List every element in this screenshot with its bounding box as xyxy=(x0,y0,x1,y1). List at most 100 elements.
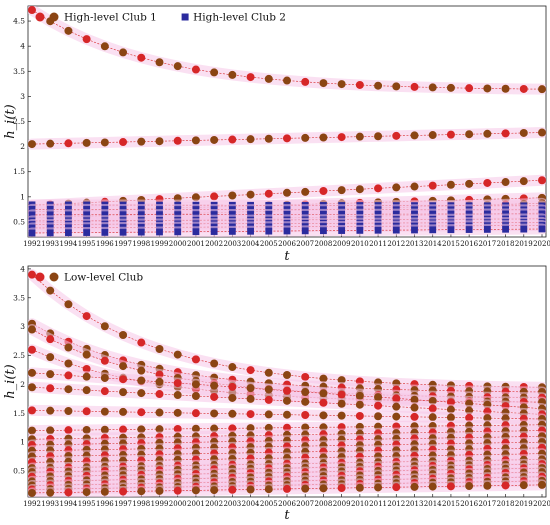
data-point xyxy=(374,483,383,492)
data-point xyxy=(210,486,219,495)
x-tick-label: 2019 xyxy=(515,240,533,248)
data-point xyxy=(265,227,273,235)
data-point xyxy=(374,132,383,141)
x-tick-label: 2016 xyxy=(460,240,478,248)
y-tick-label: 2.5 xyxy=(13,351,25,360)
data-point xyxy=(283,410,291,419)
legend: Low-level Club xyxy=(35,272,143,284)
data-point xyxy=(155,486,164,495)
data-point xyxy=(46,426,55,435)
data-point xyxy=(246,190,255,199)
x-tick-label: 2013 xyxy=(406,500,424,508)
data-point xyxy=(446,413,455,422)
data-point xyxy=(137,408,146,417)
data-point xyxy=(337,411,346,420)
data-point xyxy=(191,193,200,202)
y-tick-label: 4 xyxy=(20,42,25,51)
data-point xyxy=(483,225,491,233)
data-point xyxy=(28,270,36,279)
data-point xyxy=(392,131,401,140)
data-point xyxy=(283,211,291,218)
data-point xyxy=(538,128,546,137)
data-point xyxy=(265,211,273,218)
data-point xyxy=(210,68,219,77)
data-point xyxy=(173,62,182,71)
x-tick-label: 2017 xyxy=(478,500,496,508)
data-point xyxy=(319,79,328,88)
y-tick-label: 2 xyxy=(20,380,25,389)
data-point xyxy=(137,53,146,62)
trajectory-line xyxy=(31,410,543,420)
x-tick-label: 1994 xyxy=(60,240,78,248)
legend-label: High-level Club 2 xyxy=(193,12,286,24)
data-point xyxy=(483,129,492,138)
data-point xyxy=(246,384,255,393)
x-tick-label: 1996 xyxy=(96,240,114,248)
y-tick-label: 0.5 xyxy=(13,467,25,476)
data-point xyxy=(28,426,36,435)
data-point xyxy=(355,411,364,420)
data-point xyxy=(173,136,182,145)
x-tick-label: 2001 xyxy=(187,500,205,508)
data-point xyxy=(319,398,328,407)
data-point xyxy=(283,76,291,85)
data-point xyxy=(428,482,437,491)
x-tick-label: 1997 xyxy=(114,240,132,248)
data-point xyxy=(137,211,145,219)
data-point xyxy=(337,390,346,399)
data-point xyxy=(82,425,91,434)
x-tick-label: 2007 xyxy=(296,240,314,248)
data-point xyxy=(191,355,200,364)
x-tick-label: 2015 xyxy=(442,500,460,508)
data-point xyxy=(210,192,219,201)
data-point xyxy=(100,373,109,382)
data-point xyxy=(519,128,528,137)
data-point xyxy=(319,133,328,142)
data-point xyxy=(246,410,255,419)
data-point xyxy=(82,35,91,44)
data-point xyxy=(174,228,182,236)
data-point xyxy=(46,211,54,219)
data-point xyxy=(82,350,91,359)
data-point xyxy=(100,387,109,396)
data-point xyxy=(191,424,200,433)
x-tick-label: 2009 xyxy=(333,500,351,508)
data-point xyxy=(100,322,109,331)
data-point xyxy=(392,394,401,403)
data-point xyxy=(119,228,127,236)
data-point xyxy=(173,391,182,400)
data-point xyxy=(191,136,200,145)
data-point xyxy=(210,135,219,144)
x-tick-label: 1994 xyxy=(60,500,78,508)
x-tick-label: 2013 xyxy=(406,240,424,248)
data-point xyxy=(501,481,510,490)
data-point xyxy=(446,130,455,139)
data-point xyxy=(519,177,528,186)
x-tick-label: 2003 xyxy=(223,240,241,248)
data-point xyxy=(137,425,146,434)
x-tick-label: 2012 xyxy=(387,500,405,508)
data-point xyxy=(173,350,182,359)
data-point xyxy=(501,129,510,138)
data-point xyxy=(228,228,236,235)
data-point xyxy=(301,411,310,420)
data-point xyxy=(446,482,455,491)
data-point xyxy=(119,388,128,397)
trajectory-line xyxy=(31,453,543,463)
data-point xyxy=(119,362,128,371)
data-point xyxy=(101,229,109,236)
data-point xyxy=(210,424,219,433)
data-point xyxy=(355,80,364,89)
data-point xyxy=(283,396,291,405)
x-tick-label: 2020 xyxy=(533,240,550,248)
data-point xyxy=(28,383,36,392)
y-tick-label: 2.5 xyxy=(13,117,25,126)
data-point xyxy=(483,178,492,187)
y-tick-label: 3 xyxy=(20,92,25,101)
x-tick-label: 1995 xyxy=(78,240,96,248)
data-point xyxy=(428,396,437,405)
data-point xyxy=(301,227,309,235)
x-tick-label: 2008 xyxy=(315,240,333,248)
